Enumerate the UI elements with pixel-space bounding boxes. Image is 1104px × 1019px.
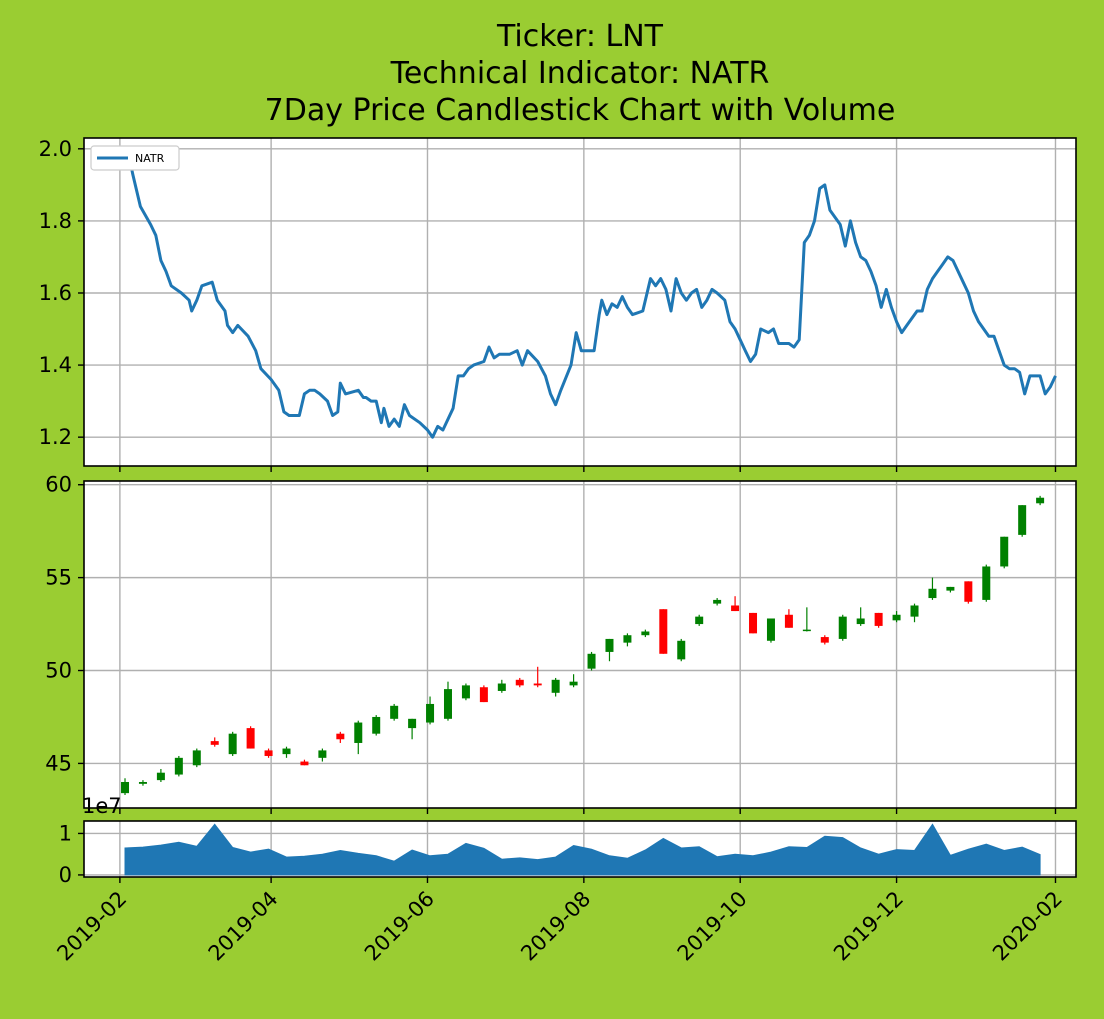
candle-body xyxy=(893,615,901,621)
y-tick-label: 1.8 xyxy=(39,209,72,233)
candle-body xyxy=(749,613,757,633)
candle-body xyxy=(964,581,972,601)
y-tick-label: 50 xyxy=(45,659,72,683)
candle-body xyxy=(731,605,739,611)
panel-background-natr xyxy=(84,138,1076,466)
candle-body xyxy=(175,758,183,775)
candle-body xyxy=(157,773,165,780)
candle-body xyxy=(193,750,201,765)
candle-body xyxy=(785,615,793,628)
candle-body xyxy=(283,749,291,755)
candle-body xyxy=(408,719,416,728)
candle-body xyxy=(318,750,326,757)
candle-body xyxy=(121,782,129,793)
candle-body xyxy=(911,605,919,616)
candle-body xyxy=(570,682,578,686)
x-tick-label: 2019-04 xyxy=(204,887,283,966)
legend-label-natr: NATR xyxy=(135,152,165,165)
candle-body xyxy=(265,750,273,756)
candle-body xyxy=(946,587,954,591)
y-tick-label: 0 xyxy=(59,863,72,887)
candle-body xyxy=(462,685,470,698)
panel-background-price xyxy=(84,481,1076,808)
y-tick-label: 1 xyxy=(59,821,72,845)
candle-body xyxy=(426,704,434,723)
candle-body xyxy=(982,566,990,599)
candle-body xyxy=(767,618,775,640)
candle-body xyxy=(354,723,362,743)
candle-body xyxy=(695,617,703,624)
candle-body xyxy=(588,654,596,669)
volume-offset-label: 1e7 xyxy=(82,794,122,818)
candle-body xyxy=(1018,505,1026,535)
candle-body xyxy=(139,782,147,784)
candle-body xyxy=(713,600,721,604)
candle-body xyxy=(516,680,524,686)
candle-body xyxy=(229,734,237,754)
candle-body xyxy=(498,684,506,691)
candle-body xyxy=(623,635,631,642)
candle-body xyxy=(211,741,219,745)
candle-body xyxy=(803,630,811,632)
legend: NATR xyxy=(91,146,179,170)
candle-body xyxy=(605,639,613,652)
chart-title-line-2: Technical Indicator: NATR xyxy=(390,56,770,91)
candle-body xyxy=(857,618,865,624)
y-tick-label: 1.2 xyxy=(39,425,72,449)
x-tick-label: 2019-06 xyxy=(360,887,439,966)
candle-body xyxy=(839,617,847,639)
candle-body xyxy=(390,706,398,719)
candle-body xyxy=(444,689,452,719)
x-tick-label: 2020-02 xyxy=(988,887,1067,966)
candle-body xyxy=(336,734,344,740)
candle-body xyxy=(677,641,685,660)
candle-body xyxy=(659,609,667,654)
candle-body xyxy=(928,589,936,598)
candle-body xyxy=(247,728,255,748)
candle-body xyxy=(552,680,560,693)
candle-body xyxy=(821,637,829,643)
x-tick-label: 2019-08 xyxy=(516,887,595,966)
candle-body xyxy=(372,717,380,734)
y-tick-label: 1.6 xyxy=(39,281,72,305)
x-tick-label: 2019-12 xyxy=(829,887,908,966)
x-tick-label: 2019-10 xyxy=(673,887,752,966)
chart-title-line-1: Ticker: LNT xyxy=(496,19,664,54)
y-tick-label: 1.4 xyxy=(39,353,72,377)
candle-body xyxy=(875,613,883,626)
y-tick-label: 2.0 xyxy=(39,137,72,161)
candle-body xyxy=(480,687,488,702)
y-tick-label: 45 xyxy=(45,751,72,775)
candle-body xyxy=(1000,537,1008,567)
x-tick-label: 2019-02 xyxy=(52,887,131,966)
candle-body xyxy=(641,631,649,635)
chart-title-line-3: 7Day Price Candlestick Chart with Volume xyxy=(265,93,896,128)
y-tick-label: 55 xyxy=(45,566,72,590)
candle-body xyxy=(1036,498,1044,504)
candle-body xyxy=(534,684,542,686)
y-tick-label: 60 xyxy=(45,473,72,497)
candle-body xyxy=(300,762,308,766)
